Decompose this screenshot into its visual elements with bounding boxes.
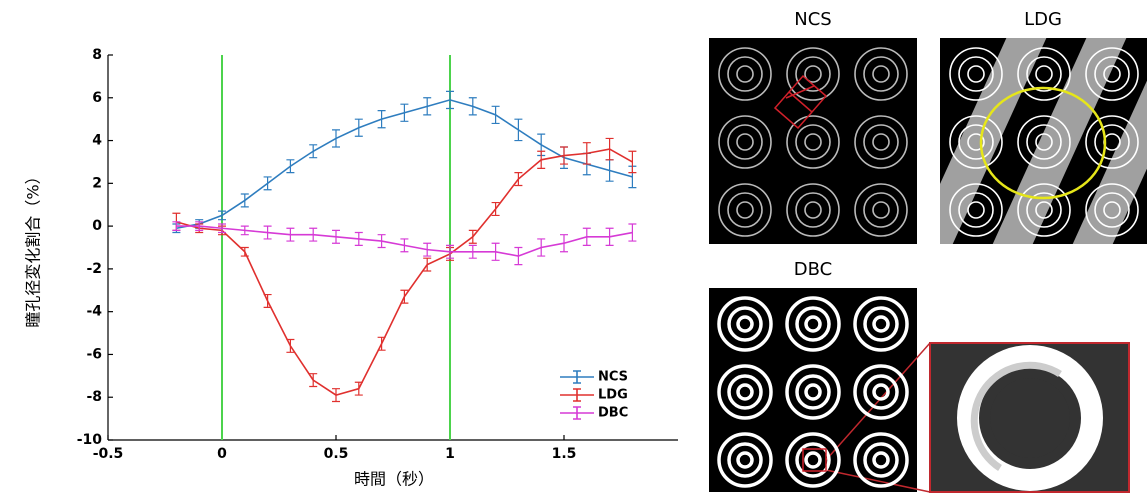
legend-label: NCS: [598, 370, 628, 385]
error-bar: [514, 119, 522, 140]
y-tick-label: -2: [86, 261, 102, 277]
legend-symbol: [560, 389, 594, 401]
legend-symbol: [560, 371, 594, 383]
legend-symbol: [560, 407, 594, 419]
y-axis-label: 瞳孔径変化割合（%）: [24, 168, 43, 327]
y-tick-label: -8: [86, 389, 102, 405]
error-bar: [286, 160, 294, 173]
y-tick-label: 6: [92, 90, 102, 106]
error-bar: [264, 177, 272, 190]
x-tick-label: 1: [445, 446, 455, 462]
error-bar: [332, 130, 340, 147]
x-tick-label: 0.5: [324, 446, 349, 462]
figure: 瞳孔径変化割合（%） 時間（秒） NCS LDG DBC -10-8-6-4-2…: [0, 0, 1147, 494]
error-bar: [309, 145, 317, 158]
y-tick-label: -6: [86, 346, 102, 362]
series-line: [176, 149, 632, 395]
x-axis-label: 時間（秒）: [354, 470, 434, 489]
panel-title: NCS: [794, 9, 831, 30]
x-tick-label: 0: [217, 446, 227, 462]
y-tick-label: 4: [92, 133, 102, 149]
error-bar: [492, 106, 500, 123]
panel-title: LDG: [1024, 9, 1062, 30]
x-tick-label: 1.5: [552, 446, 577, 462]
y-tick-label: 0: [92, 218, 102, 234]
error-bar: [355, 119, 363, 136]
y-tick-label: -4: [86, 304, 102, 320]
zoom-center: [990, 378, 1070, 458]
x-tick-label: -0.5: [93, 446, 124, 462]
error-bar: [218, 211, 226, 220]
y-tick-label: 8: [92, 47, 102, 63]
panel-title: DBC: [794, 259, 832, 280]
legend-label: LDG: [598, 388, 628, 403]
ncs-panel: [709, 38, 917, 244]
error-bar: [628, 151, 636, 172]
y-tick-label: 2: [92, 175, 102, 191]
legend-label: DBC: [598, 406, 628, 421]
error-bar: [241, 194, 249, 207]
